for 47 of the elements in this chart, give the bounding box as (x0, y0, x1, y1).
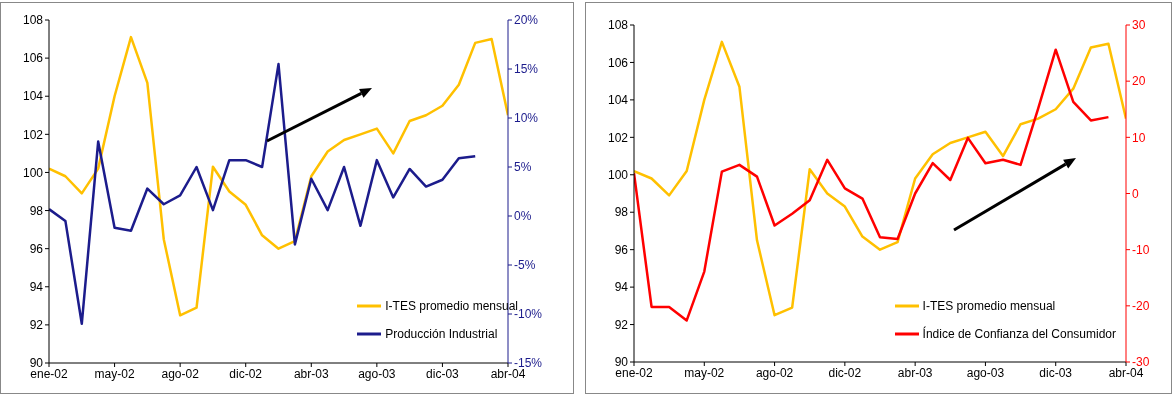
y-tick-label: 106 (607, 55, 629, 70)
x-tick-label: dic-02 (229, 366, 263, 381)
y-tick-label: 96 (29, 241, 44, 256)
y-tick-label: 100 (22, 165, 44, 180)
x-tick-label: dic-03 (426, 366, 460, 381)
y-tick-label: 108 (607, 18, 629, 33)
y-tick-label: 92 (614, 317, 629, 332)
x-tick-label: dic-02 (828, 365, 862, 380)
x-tick-label: may-02 (684, 365, 725, 380)
y2-tick-label: 10% (514, 111, 539, 126)
y-tick-label: 108 (22, 13, 44, 28)
legend-label: Producción Industrial (385, 326, 498, 343)
y-tick-label: 106 (22, 51, 44, 66)
x-tick-label: abr-04 (1108, 365, 1144, 380)
y2-tick-label: 30 (1132, 18, 1146, 33)
x-tick-label: abr-03 (897, 365, 933, 380)
y-tick-label: 94 (614, 280, 629, 295)
y2-tick-label: 5% (514, 160, 532, 175)
y-tick-label: 98 (29, 203, 44, 218)
x-tick-label: ago-03 (358, 366, 396, 381)
y-tick-label: 102 (607, 130, 629, 145)
x-tick-label: dic-03 (1039, 365, 1073, 380)
y2-tick-label: 20% (514, 13, 539, 28)
y2-tick-label: 10 (1132, 130, 1146, 145)
y-tick-label: 94 (29, 280, 44, 295)
y-tick-label: 104 (607, 93, 629, 108)
y2-tick-label: 20 (1132, 74, 1146, 89)
x-tick-label: may-02 (94, 366, 135, 381)
x-tick-label: ago-03 (966, 365, 1005, 380)
y2-tick-label: 0% (514, 209, 532, 224)
legend-label: I-TES promedio mensual (922, 298, 1056, 315)
y2-tick-label: 0 (1132, 186, 1139, 201)
y-tick-label: 100 (607, 168, 629, 183)
legend-label: Índice de Confianza del Consumidor (922, 325, 1116, 343)
y-tick-label: 98 (614, 205, 629, 220)
y2-tick-label: -20 (1132, 299, 1150, 314)
y2-tick-label: -5% (514, 258, 536, 273)
y-tick-label: 92 (29, 318, 44, 333)
y-tick-label: 96 (614, 242, 629, 257)
y-tick-label: 104 (22, 89, 44, 104)
y-tick-label: 102 (22, 127, 44, 142)
x-tick-label: abr-04 (490, 366, 526, 381)
y2-tick-label: 15% (514, 62, 539, 77)
y2-tick-label: -10 (1132, 242, 1150, 257)
x-tick-label: abr-03 (293, 366, 329, 381)
x-tick-label: ago-02 (161, 366, 200, 381)
x-tick-label: ago-02 (755, 365, 794, 380)
